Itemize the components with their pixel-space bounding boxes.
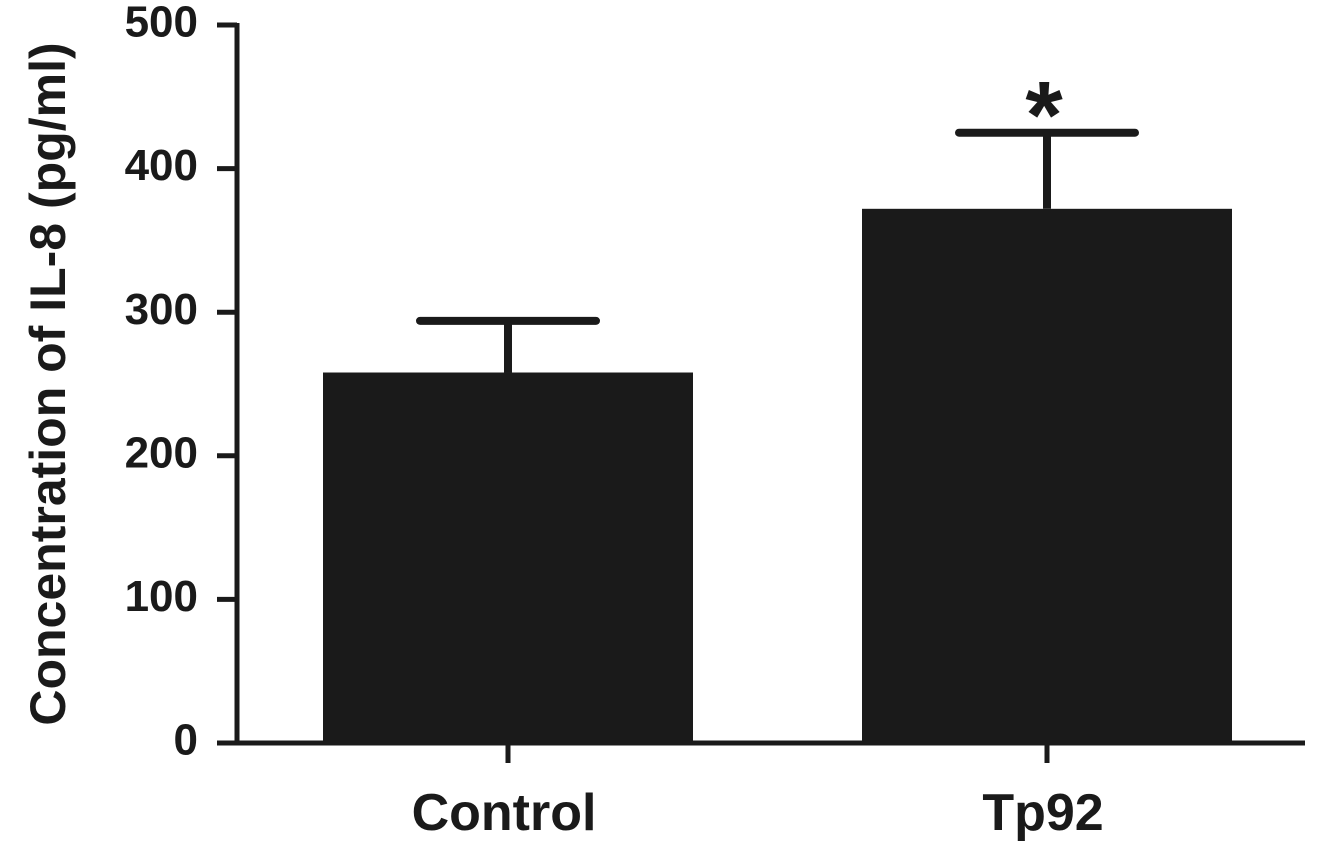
y-tick-label-300: 300 (125, 285, 198, 334)
y-tick-label-400: 400 (125, 141, 198, 190)
bar-tp92 (862, 208, 1232, 744)
y-axis-title: Concentration of IL-8 (pg/ml) (20, 42, 76, 725)
y-tick-label-100: 100 (125, 572, 198, 621)
significance-marker-tp92: * (1025, 62, 1063, 169)
y-tick-label-0: 0 (174, 716, 198, 765)
x-tick-label-control: Control (412, 784, 597, 842)
bar-control (323, 372, 693, 743)
y-tick-label-200: 200 (125, 428, 198, 477)
y-tick-label-500: 500 (125, 0, 198, 47)
x-tick-label-tp92: Tp92 (982, 784, 1103, 842)
